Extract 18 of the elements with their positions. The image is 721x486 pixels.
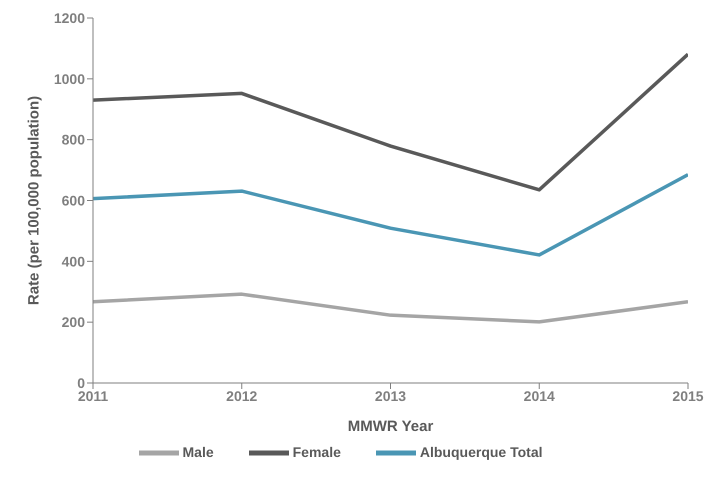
legend-label: Albuquerque Total bbox=[420, 444, 542, 460]
legend-label: Female bbox=[292, 444, 341, 460]
y-tick-label: 1000 bbox=[54, 70, 86, 87]
x-tick-label: 2012 bbox=[226, 388, 258, 404]
x-tick-label: 2014 bbox=[524, 388, 556, 404]
x-tick-label: 2013 bbox=[374, 388, 406, 404]
line-series bbox=[93, 172, 688, 257]
line-series bbox=[93, 292, 688, 324]
x-axis-title: MMWR Year bbox=[348, 418, 434, 435]
x-tick-label: 2015 bbox=[672, 388, 704, 404]
y-tick-label: 400 bbox=[62, 253, 86, 270]
y-tick-label: 1200 bbox=[54, 10, 86, 26]
y-axis-title: Rate (per 100,000 population) bbox=[25, 96, 42, 306]
legend-label: Male bbox=[182, 444, 214, 460]
y-tick-label: 200 bbox=[62, 314, 86, 330]
y-tick-label: 600 bbox=[62, 192, 86, 208]
line-series bbox=[93, 52, 688, 192]
y-tick-label: 800 bbox=[62, 132, 86, 148]
